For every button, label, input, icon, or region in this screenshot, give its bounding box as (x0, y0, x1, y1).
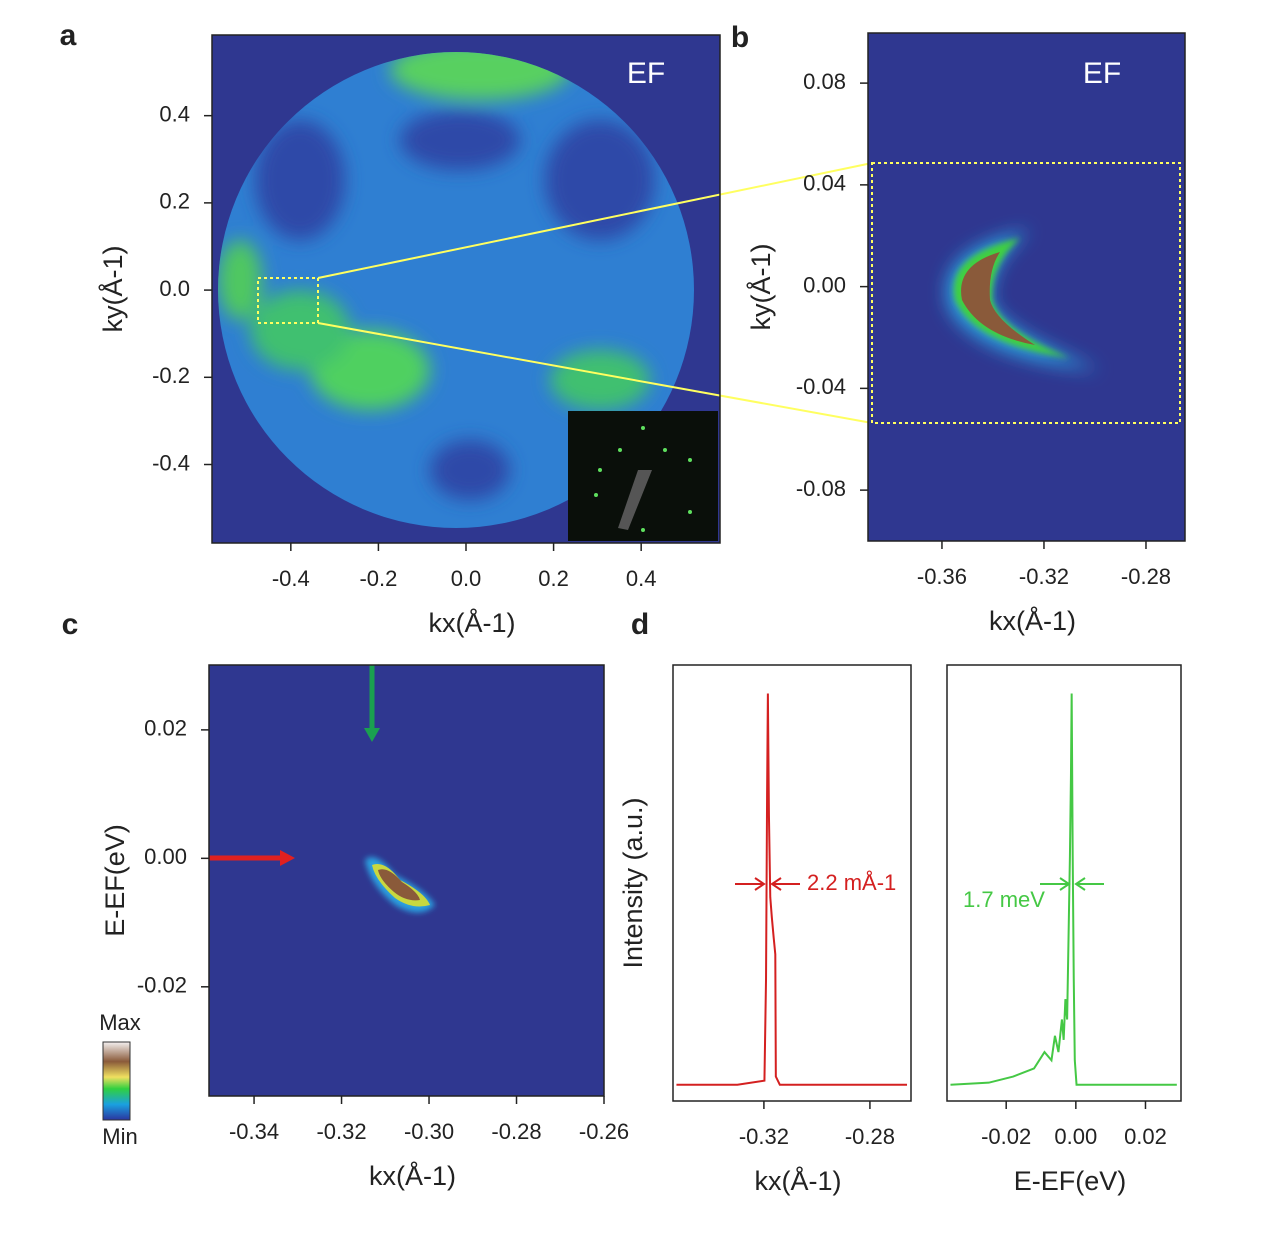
spot (641, 426, 645, 430)
map-background (209, 665, 604, 1096)
data-line (676, 693, 908, 1086)
plot-frame (946, 664, 1182, 1102)
y-tick-label: -0.2 (152, 363, 190, 388)
x-tick-label: -0.26 (579, 1119, 629, 1144)
y-tick-label: -0.04 (796, 374, 846, 399)
colorbar-label: Max (99, 1010, 141, 1035)
x-tick-label: -0.2 (359, 566, 397, 591)
marker-head (770, 877, 782, 891)
x-tick-label: -0.32 (739, 1124, 789, 1149)
x-axis-label: kx(Å-1) (429, 607, 516, 638)
annotation: 2.2 mÅ-1 (807, 870, 896, 895)
y-tick-label: 0.00 (803, 272, 846, 297)
zoom-line (317, 162, 873, 279)
spot (618, 448, 622, 452)
zoom-box (257, 277, 319, 324)
x-axis-label: kx(Å-1) (989, 605, 1076, 636)
panel-letter: b (731, 21, 749, 54)
y-tick-label: 0.02 (144, 716, 187, 741)
annotation: EF (627, 57, 665, 90)
y-tick-label: 0.2 (159, 189, 190, 214)
map-background (868, 33, 1185, 541)
feature (550, 350, 650, 410)
crescent (946, 230, 1100, 370)
y-tick-label: 0.0 (159, 276, 190, 301)
x-tick-label: -0.02 (981, 1124, 1031, 1149)
annotation: EF (1083, 57, 1121, 90)
feature (545, 120, 655, 240)
spot (688, 458, 692, 462)
x-tick-label: -0.28 (845, 1124, 895, 1149)
zoom-line (317, 322, 873, 424)
panel-letter: a (60, 19, 77, 52)
x-tick-label: -0.34 (229, 1119, 279, 1144)
x-tick-label: -0.36 (917, 564, 967, 589)
plot-frame (208, 664, 605, 1097)
marker-head (754, 877, 766, 891)
arrow-head (364, 728, 380, 742)
panel-letter: d (631, 608, 649, 641)
fermi-map (218, 52, 694, 528)
y-tick-label: 0.4 (159, 101, 190, 126)
panel-letter: c (62, 608, 79, 641)
x-tick-label: -0.32 (316, 1119, 366, 1144)
feature (250, 290, 350, 370)
feature (218, 240, 262, 320)
spot (594, 493, 598, 497)
marker-head (1074, 877, 1086, 891)
x-tick-label: -0.32 (1019, 564, 1069, 589)
sample-holder (618, 470, 652, 530)
x-axis-label: kx(Å-1) (369, 1160, 456, 1191)
x-tick-label: 0.00 (1054, 1124, 1097, 1149)
zoom-box (871, 162, 1181, 424)
x-tick-label: -0.28 (491, 1119, 541, 1144)
spot (663, 448, 667, 452)
y-tick-label: 0.08 (803, 69, 846, 94)
feature (255, 120, 345, 240)
colorbar (102, 1041, 131, 1121)
feature (430, 440, 510, 500)
spot (688, 510, 692, 514)
spot (641, 528, 645, 532)
x-tick-label: 0.2 (538, 566, 569, 591)
y-axis-label: E-EF(eV) (100, 824, 130, 937)
arrow-head (280, 850, 295, 866)
y-tick-label: 0.04 (803, 171, 846, 196)
leed-spots (594, 426, 692, 532)
y-tick-label: 0.00 (144, 844, 187, 869)
x-tick-label: -0.28 (1121, 564, 1171, 589)
x-axis-label: kx(Å-1) (755, 1165, 842, 1196)
feature (400, 110, 520, 170)
y-tick-label: -0.4 (152, 450, 190, 475)
y-axis-label: ky(Å-1) (745, 244, 776, 331)
plot-frame (672, 664, 912, 1102)
x-tick-label: 0.02 (1124, 1124, 1167, 1149)
y-axis-label: Intensity (a.u.) (618, 797, 648, 968)
x-tick-label: -0.4 (272, 566, 310, 591)
x-tick-label: 0.0 (451, 566, 482, 591)
spot-core (378, 869, 420, 901)
y-tick-label: -0.08 (796, 476, 846, 501)
y-axis-label: ky(Å-1) (97, 246, 128, 333)
spot (598, 468, 602, 472)
x-axis-label: E-EF(eV) (1014, 1166, 1127, 1196)
x-tick-label: 0.4 (626, 566, 657, 591)
width-marker (735, 877, 800, 891)
annotation: 1.7 meV (963, 887, 1045, 912)
colorbar-label: Min (102, 1124, 137, 1149)
map-features (218, 52, 655, 500)
x-tick-label: -0.30 (404, 1119, 454, 1144)
y-tick-label: -0.02 (137, 973, 187, 998)
crescent-core (961, 252, 1035, 345)
data-line (950, 693, 1177, 1086)
